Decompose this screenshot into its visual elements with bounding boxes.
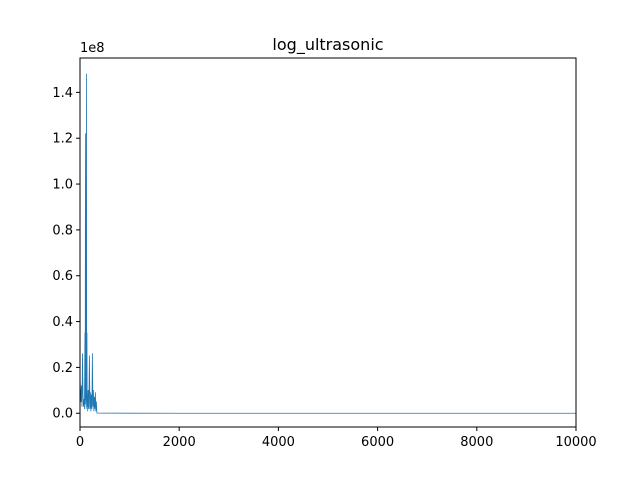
y-tick-label: 1.4: [52, 86, 73, 101]
x-tick-label: 10000: [555, 435, 596, 450]
y-tick-label: 0.0: [52, 407, 73, 422]
y-tick-label: 0.4: [52, 315, 73, 330]
x-tick-label: 0: [76, 435, 84, 450]
y-tick-label: 0.2: [52, 361, 73, 376]
series-layer: [79, 73, 577, 414]
y-axis-offset-label: 1e8: [80, 41, 105, 56]
x-tick-label: 8000: [460, 435, 493, 450]
y-axis-ticks: 0.0 0.2 0.4 0.6 0.8 1.0 1.2 1.4: [52, 86, 80, 422]
chart-title: log_ultrasonic: [272, 35, 383, 55]
x-tick-label: 4000: [262, 435, 295, 450]
y-tick-label: 0.8: [52, 223, 73, 238]
y-tick-label: 1.2: [52, 132, 73, 147]
y-tick-label: 0.6: [52, 269, 73, 284]
data-series-line: [79, 73, 577, 414]
x-tick-label: 2000: [163, 435, 196, 450]
plot-frame: [79, 57, 577, 428]
x-axis-ticks: 0 2000 4000 6000 8000 10000: [76, 427, 597, 450]
y-tick-label: 1.0: [52, 178, 73, 193]
x-tick-label: 6000: [361, 435, 394, 450]
